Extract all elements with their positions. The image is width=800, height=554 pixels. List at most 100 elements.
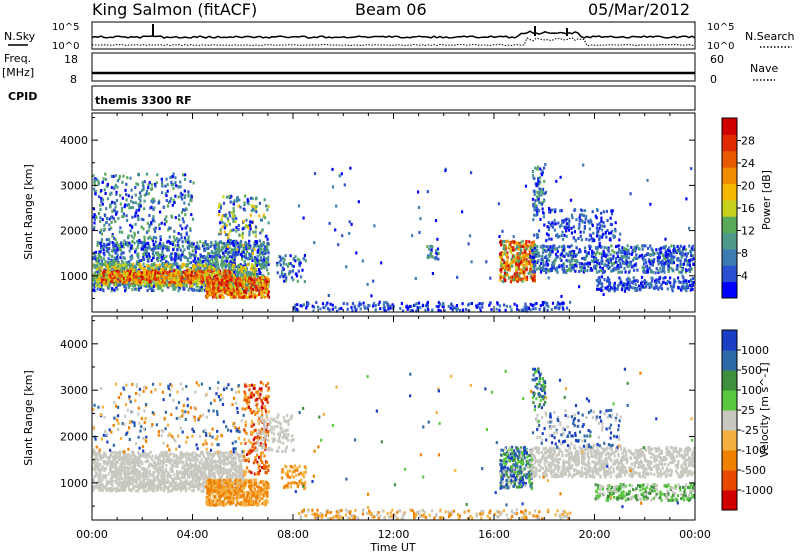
echo-cell [618, 259, 621, 263]
nsearch-trace [91, 37, 696, 47]
echo-cell [113, 268, 116, 272]
echo-cell [111, 265, 114, 269]
echo-cell [281, 266, 284, 270]
echo-cell [258, 276, 261, 280]
echo-cell [372, 304, 375, 308]
echo-cell [131, 246, 134, 250]
echo-cell [525, 253, 528, 257]
echo-cell [574, 254, 577, 258]
echo-cell [228, 246, 231, 250]
echo-cell [250, 271, 254, 275]
echo-cell [242, 250, 245, 254]
echo-cell [503, 239, 506, 243]
echo-cell [144, 284, 148, 288]
echo-cell [510, 247, 513, 251]
echo-cell [128, 206, 131, 210]
echo-cell [220, 293, 223, 297]
echo-cell [201, 276, 204, 279]
echo-cell [603, 245, 606, 249]
echo-cell [585, 262, 588, 266]
echo-cell [171, 265, 174, 268]
echo-cell [276, 271, 279, 275]
echo-cell [146, 269, 149, 273]
echo-cell [255, 288, 258, 292]
echo-cell [298, 264, 301, 268]
echo-cell [238, 282, 241, 286]
echo-cell [382, 303, 385, 307]
echo-cell [649, 244, 652, 248]
echo-cell [575, 264, 578, 268]
echo-cell [213, 255, 216, 259]
echo-cell [163, 276, 166, 280]
echo-cell [196, 241, 199, 245]
echo-cell [116, 258, 119, 261]
echo-cell [291, 264, 294, 267]
echo-cell [106, 197, 110, 201]
echo-cell [106, 182, 109, 186]
echo-cell [196, 284, 199, 288]
echo-cell [546, 257, 549, 261]
echo-cell [583, 221, 587, 225]
echo-cell [235, 216, 238, 220]
echo-cell [676, 249, 679, 253]
echo-cell [643, 262, 646, 266]
echo-cell [294, 255, 297, 259]
echo-cell [208, 254, 211, 258]
echo-cell [547, 221, 550, 225]
echo-cell [522, 269, 525, 273]
echo-cell [125, 214, 128, 218]
echo-cell [505, 304, 508, 308]
echo-cell [263, 295, 267, 299]
echo-cell [245, 247, 248, 251]
echo-cell [179, 191, 182, 195]
echo-cell [155, 251, 158, 255]
echo-cell [353, 305, 356, 309]
echo-cell [426, 254, 430, 258]
echo-cell [114, 259, 117, 263]
echo-cell [266, 249, 270, 252]
echo-cell [143, 193, 146, 197]
echo-cell [521, 255, 524, 259]
echo-cell [240, 273, 243, 277]
echo-cell [214, 264, 217, 268]
echo-cell [262, 240, 265, 244]
echo-cell [618, 257, 622, 260]
echo-cell [187, 190, 190, 194]
echo-cell [158, 284, 162, 287]
echo-cell [547, 228, 550, 232]
echo-cell [553, 266, 556, 270]
echo-cell [618, 238, 621, 242]
echo-cell [218, 293, 221, 297]
echo-cell [250, 273, 253, 277]
echo-cell [174, 256, 177, 260]
echo-cell [234, 220, 237, 224]
echo-cell [161, 263, 164, 266]
echo-cell [131, 278, 135, 282]
echo-cell [93, 187, 96, 191]
echo-cell [679, 262, 682, 266]
echo-cell [140, 247, 143, 251]
echo-cell [684, 252, 687, 256]
echo-cell [489, 301, 492, 305]
echo-cell [108, 223, 111, 227]
echo-cell [551, 301, 555, 305]
echo-cell [255, 244, 258, 248]
echo-cell [97, 212, 100, 215]
echo-cell [161, 257, 164, 261]
echo-cell [153, 183, 157, 186]
echo-cell [101, 263, 104, 267]
echo-cell [146, 278, 150, 281]
echo-cell [93, 263, 96, 267]
echo-cell [206, 259, 209, 263]
echo-cell [625, 258, 628, 262]
echo-cell [113, 256, 116, 260]
echo-cell [151, 266, 154, 270]
echo-cell [119, 245, 122, 249]
echo-cell [550, 263, 553, 267]
echo-cell [214, 243, 217, 247]
echo-cell [117, 261, 120, 265]
echo-cell [174, 270, 177, 274]
echo-cell [100, 273, 103, 277]
echo-cell [148, 235, 152, 239]
echo-cell [98, 258, 101, 262]
